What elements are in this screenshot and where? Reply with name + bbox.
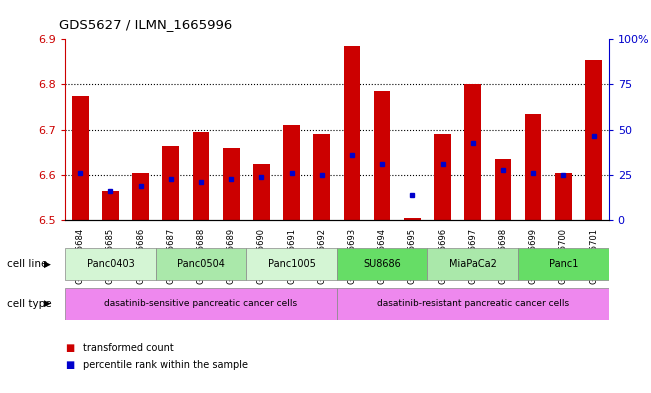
Bar [434,134,451,220]
Bar [314,134,330,220]
Text: cell type: cell type [7,299,51,309]
Text: GDS5627 / ILMN_1665996: GDS5627 / ILMN_1665996 [59,18,232,31]
Bar [585,60,602,220]
Bar [374,91,391,220]
Text: dasatinib-sensitive pancreatic cancer cells: dasatinib-sensitive pancreatic cancer ce… [104,299,298,308]
Bar [495,159,511,220]
Bar [525,114,542,220]
Bar [283,125,300,220]
Bar [223,148,240,220]
Text: transformed count: transformed count [83,343,174,353]
Bar [464,84,481,220]
Bar [102,191,118,220]
Bar [253,163,270,220]
Bar [337,248,428,280]
Text: cell line: cell line [7,259,47,269]
Bar [555,173,572,220]
Bar [404,218,421,220]
Text: ■: ■ [65,343,74,353]
Bar [344,46,360,220]
Bar [163,145,179,220]
Bar [132,173,149,220]
Text: Panc0403: Panc0403 [87,259,134,269]
Text: percentile rank within the sample: percentile rank within the sample [83,360,248,370]
Text: Panc1005: Panc1005 [268,259,316,269]
Bar [65,288,337,320]
Text: Panc1: Panc1 [549,259,578,269]
Bar [246,248,337,280]
Bar [72,96,89,220]
Bar [428,248,518,280]
Bar [518,248,609,280]
Text: ▶: ▶ [44,299,51,308]
Bar [337,288,609,320]
Text: Panc0504: Panc0504 [177,259,225,269]
Text: dasatinib-resistant pancreatic cancer cells: dasatinib-resistant pancreatic cancer ce… [377,299,569,308]
Bar [65,248,156,280]
Bar [156,248,246,280]
Text: ■: ■ [65,360,74,370]
Text: SU8686: SU8686 [363,259,401,269]
Text: MiaPaCa2: MiaPaCa2 [449,259,497,269]
Bar [193,132,210,220]
Text: ▶: ▶ [44,260,51,269]
